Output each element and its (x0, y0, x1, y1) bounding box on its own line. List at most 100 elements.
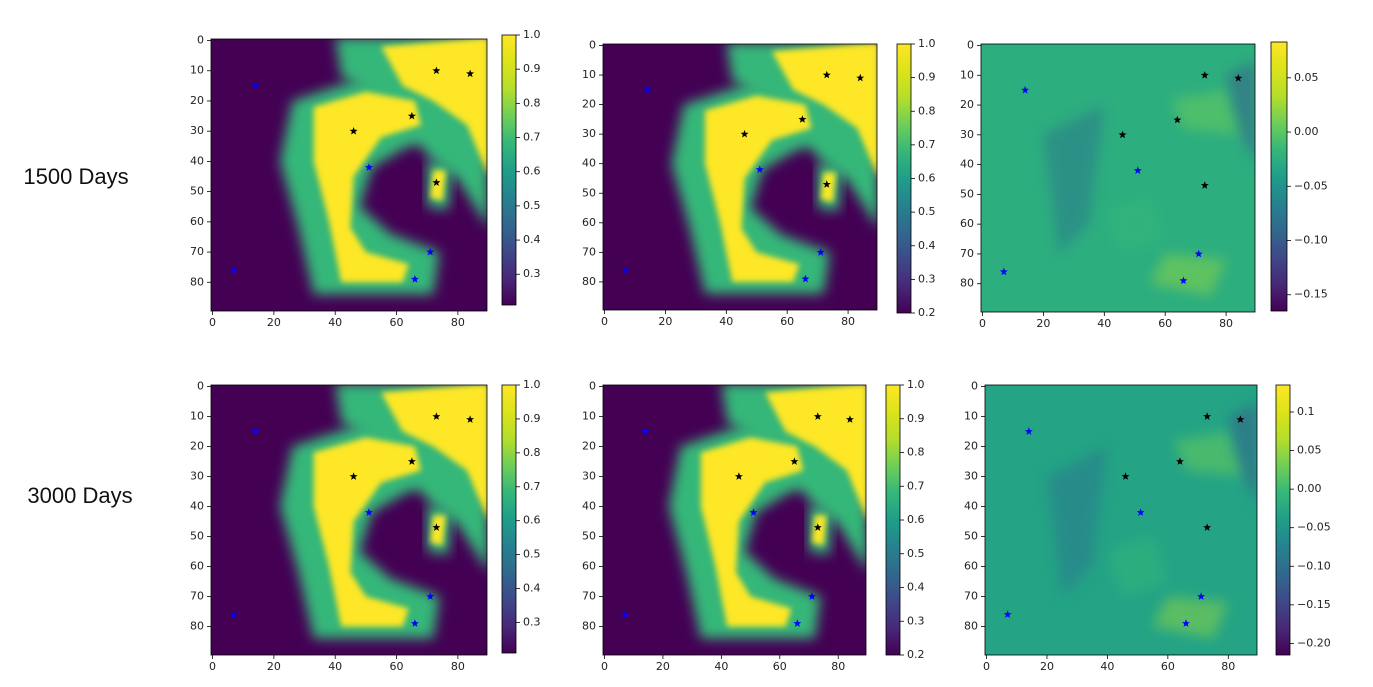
y-tick-label: 40 (582, 157, 596, 170)
field-region (705, 95, 812, 282)
star-marker (740, 129, 749, 138)
star-marker (364, 163, 373, 171)
colorbar (501, 34, 517, 306)
y-tick-label: 80 (190, 275, 204, 288)
star-marker (816, 248, 825, 256)
colorbar-tick-label: 1.0 (523, 378, 541, 391)
field-region (1104, 194, 1166, 254)
field-region (765, 385, 866, 518)
colorbar-tick-label: 0.8 (523, 446, 541, 459)
colorbar (896, 43, 912, 314)
star-marker (1173, 115, 1182, 124)
x-tick-label: 40 (328, 660, 342, 673)
star-marker (1021, 86, 1030, 94)
colorbar-tick-label: 0.5 (523, 548, 541, 561)
heatmap-image (981, 44, 1255, 312)
x-tick-label: 40 (719, 315, 733, 328)
x-tick-label: 20 (658, 315, 672, 328)
y-tick-label: 10 (190, 64, 204, 77)
x-tick-label: 60 (780, 315, 794, 328)
colorbar (1270, 41, 1288, 312)
star-marker (349, 472, 358, 480)
colorbar-tick-label: 0.8 (523, 96, 541, 109)
colorbar-tick-label: 1.0 (907, 378, 925, 391)
colorbar-tick-label: −0.15 (1297, 598, 1331, 611)
y-tick-label: 50 (190, 185, 204, 198)
x-tick-label: 20 (656, 660, 670, 673)
y-tick-label: 20 (582, 98, 596, 111)
star-marker (1182, 619, 1190, 627)
colorbar-tick-label: 1.0 (918, 37, 936, 50)
y-tick-label: 10 (582, 68, 596, 81)
x-tick-label: 80 (451, 316, 465, 329)
y-tick-label: 0 (967, 38, 974, 51)
colorbar-tick-label: 0.7 (907, 479, 925, 492)
y-tick-label: 30 (582, 127, 596, 140)
star-marker (790, 457, 799, 465)
x-tick-label: 60 (773, 660, 787, 673)
star-marker (1234, 74, 1243, 82)
x-tick-label: 60 (1161, 660, 1175, 673)
star-marker (1197, 592, 1206, 600)
axes-frame (984, 384, 1258, 656)
y-tick-label: 0 (971, 380, 978, 393)
star-marker (1203, 523, 1212, 531)
star-marker (251, 427, 260, 435)
colorbar-tick-label: 0.3 (907, 614, 925, 627)
row-label: 1500 Days (23, 164, 128, 189)
star-marker (410, 275, 419, 283)
colorbar-tick-label: 0.7 (523, 131, 541, 144)
colorbar-tick-label: 0.9 (907, 412, 925, 425)
star-marker (407, 111, 416, 120)
y-tick-label: 70 (190, 590, 204, 603)
y-tick-label: 40 (190, 500, 204, 513)
star-marker (426, 247, 435, 256)
colorbar-tick-label: 0.6 (523, 165, 541, 178)
heatmap-image (603, 385, 866, 655)
colorbar-tick-label: −0.05 (1297, 521, 1331, 534)
colorbar-tick-label: 0.8 (907, 446, 925, 459)
x-tick-label: 20 (267, 660, 281, 673)
star-marker (1236, 415, 1245, 423)
y-tick-label: 60 (964, 560, 978, 573)
x-tick-label: 40 (328, 316, 342, 329)
x-tick-label: 60 (390, 660, 404, 673)
field-region (1152, 596, 1229, 639)
star-marker (1179, 276, 1188, 285)
star-marker (230, 266, 238, 274)
x-tick-label: 80 (451, 660, 465, 673)
colorbar-tick-label: 0.7 (918, 138, 936, 151)
y-tick-label: 60 (960, 217, 974, 230)
star-marker (1194, 249, 1203, 258)
star-marker (801, 274, 810, 283)
colorbar-tick-label: 0.6 (523, 514, 541, 527)
star-marker (1136, 508, 1145, 516)
colorbar-tick-label: 0.6 (918, 172, 936, 185)
y-tick-label: 30 (190, 470, 204, 483)
axes-frame (980, 43, 1256, 313)
colorbar-tick-label: 0.3 (918, 272, 936, 285)
star-marker (1024, 427, 1033, 435)
colorbar-tick-label: −0.20 (1297, 636, 1331, 649)
x-tick-label: 0 (209, 316, 216, 329)
field-region (1150, 253, 1227, 296)
colorbar-tick-label: 0.4 (907, 581, 925, 594)
star-marker (793, 619, 802, 627)
colorbar-tick-label: 0.4 (918, 239, 936, 252)
colorbar-tick-label: 0.5 (523, 199, 541, 212)
row-label: 3000 Days (27, 483, 132, 508)
x-tick-label: 0 (983, 660, 990, 673)
axes-frame (602, 384, 867, 656)
y-tick-label: 40 (190, 154, 204, 167)
y-tick-label: 40 (964, 500, 978, 513)
y-tick-label: 20 (190, 94, 204, 107)
x-tick-label: 0 (601, 660, 608, 673)
field-region (700, 437, 804, 627)
colorbar-tick-label: 0.00 (1294, 125, 1319, 138)
y-tick-label: 20 (582, 440, 596, 453)
x-tick-label: 40 (714, 660, 728, 673)
x-tick-label: 80 (841, 315, 855, 328)
y-tick-label: 80 (960, 277, 974, 290)
star-marker (349, 127, 358, 135)
